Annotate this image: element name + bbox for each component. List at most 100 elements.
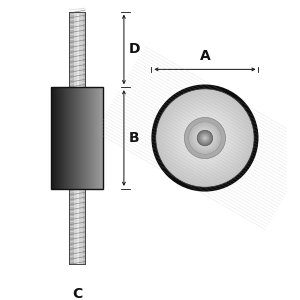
Polygon shape <box>68 87 69 189</box>
Circle shape <box>197 130 213 146</box>
Circle shape <box>187 120 223 156</box>
Circle shape <box>193 126 217 150</box>
Circle shape <box>194 127 216 149</box>
Text: D: D <box>129 42 140 56</box>
Circle shape <box>152 85 259 192</box>
Polygon shape <box>66 87 67 189</box>
Circle shape <box>183 116 226 160</box>
Circle shape <box>199 132 211 144</box>
Circle shape <box>190 123 220 153</box>
Circle shape <box>178 112 231 164</box>
Polygon shape <box>63 87 64 189</box>
Circle shape <box>164 98 245 178</box>
Text: C: C <box>72 287 82 300</box>
Circle shape <box>196 129 214 147</box>
Circle shape <box>177 110 232 166</box>
Polygon shape <box>94 87 95 189</box>
Circle shape <box>178 111 232 165</box>
Polygon shape <box>88 87 89 189</box>
Polygon shape <box>78 87 79 189</box>
Text: A: A <box>200 49 210 63</box>
Circle shape <box>189 122 221 154</box>
Circle shape <box>156 89 254 187</box>
Circle shape <box>180 113 230 163</box>
Polygon shape <box>79 189 82 264</box>
Polygon shape <box>96 87 97 189</box>
Circle shape <box>174 107 236 170</box>
Polygon shape <box>58 87 59 189</box>
Circle shape <box>189 122 221 154</box>
Polygon shape <box>90 87 91 189</box>
Polygon shape <box>56 87 57 189</box>
Circle shape <box>191 124 218 152</box>
Circle shape <box>198 131 212 145</box>
Circle shape <box>176 109 234 167</box>
Circle shape <box>181 114 229 162</box>
Circle shape <box>160 93 250 183</box>
Circle shape <box>161 94 249 182</box>
Polygon shape <box>69 189 74 264</box>
Polygon shape <box>82 87 83 189</box>
Polygon shape <box>65 87 66 189</box>
Polygon shape <box>80 87 81 189</box>
Circle shape <box>165 98 245 178</box>
Circle shape <box>204 137 206 139</box>
Circle shape <box>163 96 247 180</box>
Circle shape <box>195 128 215 148</box>
Polygon shape <box>69 12 74 87</box>
Circle shape <box>184 117 226 159</box>
Circle shape <box>191 124 218 152</box>
Circle shape <box>203 136 207 140</box>
Polygon shape <box>101 87 102 189</box>
Circle shape <box>204 137 206 139</box>
Polygon shape <box>85 87 86 189</box>
Circle shape <box>201 134 209 142</box>
Circle shape <box>162 95 248 181</box>
Circle shape <box>172 105 238 171</box>
Circle shape <box>156 89 254 187</box>
Polygon shape <box>62 87 63 189</box>
Circle shape <box>172 106 238 171</box>
Circle shape <box>175 108 235 168</box>
Circle shape <box>194 128 215 148</box>
Circle shape <box>158 91 252 185</box>
Circle shape <box>193 126 217 150</box>
Circle shape <box>182 115 228 161</box>
Circle shape <box>200 133 210 143</box>
Polygon shape <box>54 87 55 189</box>
Circle shape <box>196 129 214 147</box>
Circle shape <box>189 122 221 154</box>
Polygon shape <box>97 87 98 189</box>
Polygon shape <box>99 87 100 189</box>
Polygon shape <box>89 87 90 189</box>
Circle shape <box>192 125 218 151</box>
Text: B: B <box>129 131 140 145</box>
Polygon shape <box>74 12 77 87</box>
Circle shape <box>157 90 253 186</box>
Circle shape <box>184 117 226 159</box>
Circle shape <box>188 122 221 154</box>
Circle shape <box>200 133 211 144</box>
Circle shape <box>167 100 242 176</box>
Polygon shape <box>52 87 53 189</box>
Circle shape <box>168 101 242 175</box>
Polygon shape <box>100 87 101 189</box>
Circle shape <box>203 136 207 140</box>
Circle shape <box>204 137 206 139</box>
Polygon shape <box>69 87 70 189</box>
Circle shape <box>164 97 246 179</box>
Circle shape <box>199 132 211 144</box>
Polygon shape <box>82 12 85 87</box>
Circle shape <box>167 100 243 176</box>
Polygon shape <box>79 87 80 189</box>
Circle shape <box>202 135 208 141</box>
Circle shape <box>198 131 212 145</box>
Circle shape <box>201 134 209 142</box>
Circle shape <box>169 102 241 174</box>
Polygon shape <box>87 87 88 189</box>
Polygon shape <box>59 87 60 189</box>
Circle shape <box>202 136 208 141</box>
Circle shape <box>186 119 224 157</box>
Circle shape <box>170 103 239 172</box>
Circle shape <box>170 103 240 173</box>
